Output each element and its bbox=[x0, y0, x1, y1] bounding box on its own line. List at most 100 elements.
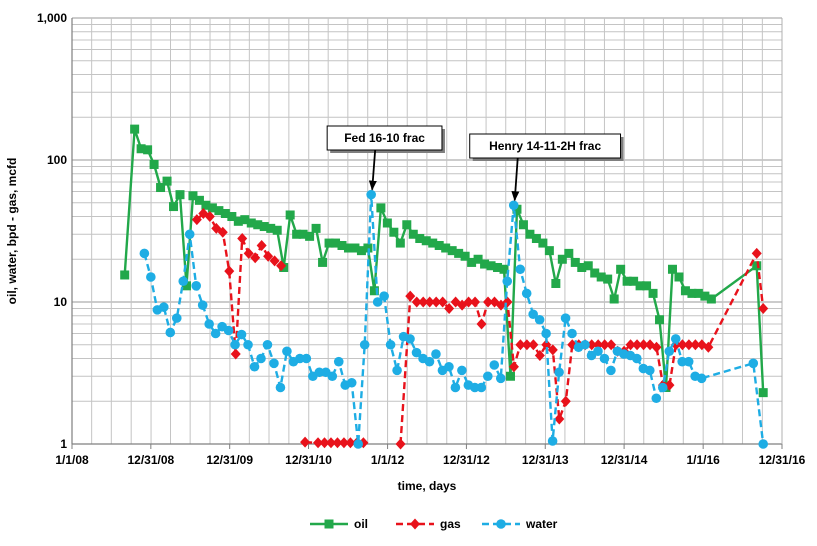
gas-marker bbox=[411, 296, 422, 308]
oil-marker bbox=[460, 251, 470, 261]
oil-marker bbox=[680, 286, 690, 296]
oil-marker bbox=[493, 262, 503, 272]
oil-marker bbox=[156, 183, 166, 193]
oil-marker bbox=[642, 281, 652, 291]
gas-marker bbox=[437, 296, 448, 308]
oil-marker bbox=[292, 229, 302, 239]
water-marker bbox=[651, 393, 662, 404]
water-marker bbox=[483, 371, 493, 382]
oil-marker bbox=[674, 272, 684, 282]
oil-marker bbox=[447, 246, 457, 256]
gas-marker bbox=[703, 341, 714, 353]
oil-marker bbox=[570, 257, 580, 267]
gas-marker bbox=[515, 339, 526, 351]
oil-marker bbox=[259, 222, 269, 232]
legend-label: water bbox=[525, 517, 558, 531]
gas-marker bbox=[338, 437, 349, 449]
water-marker bbox=[385, 339, 396, 350]
oil-marker bbox=[331, 238, 341, 248]
annotation-label: Henry 14-11-2H frac bbox=[489, 139, 601, 153]
oil-marker bbox=[311, 223, 321, 233]
oil-marker bbox=[240, 215, 250, 225]
water-marker bbox=[645, 365, 655, 376]
y-tick-label: 10 bbox=[54, 295, 68, 309]
legend-label: gas bbox=[440, 517, 461, 531]
water-marker bbox=[327, 371, 338, 382]
oil-marker bbox=[525, 229, 535, 239]
water-marker bbox=[528, 309, 538, 320]
gas-marker bbox=[204, 211, 215, 223]
oil-marker bbox=[531, 234, 541, 244]
x-tick-label: 12/31/14 bbox=[601, 453, 648, 467]
oil-marker bbox=[603, 274, 613, 284]
legend-swatch-marker bbox=[410, 518, 420, 530]
water-marker bbox=[249, 361, 260, 372]
oil-marker bbox=[214, 206, 224, 216]
oil-marker bbox=[389, 227, 399, 237]
oil-marker bbox=[130, 124, 140, 134]
oil-marker bbox=[120, 270, 130, 280]
gas-marker bbox=[332, 437, 343, 449]
series-water bbox=[139, 189, 769, 449]
water-marker bbox=[146, 272, 156, 282]
oil-marker bbox=[609, 294, 619, 304]
water-marker bbox=[599, 353, 610, 364]
oil-marker bbox=[687, 288, 697, 298]
water-marker bbox=[534, 314, 545, 325]
gas-marker bbox=[263, 250, 274, 262]
water-marker bbox=[683, 356, 694, 367]
series-gas bbox=[191, 207, 769, 450]
water-marker bbox=[282, 346, 292, 357]
oil-marker bbox=[253, 220, 263, 230]
oil-marker bbox=[162, 176, 172, 186]
water-marker bbox=[223, 325, 234, 336]
legend-swatch-marker bbox=[324, 519, 334, 529]
gas-marker bbox=[217, 226, 228, 238]
oil-marker bbox=[421, 236, 431, 246]
oil-marker bbox=[220, 208, 230, 218]
oil-marker bbox=[402, 220, 412, 230]
oil-marker bbox=[706, 294, 716, 304]
x-tick-label: 12/31/13 bbox=[522, 453, 569, 467]
x-tick-label: 1/1/08 bbox=[55, 453, 89, 467]
gas-marker bbox=[191, 214, 202, 226]
x-tick-label: 12/31/16 bbox=[759, 453, 806, 467]
y-tick-label: 1 bbox=[60, 437, 67, 451]
water-marker bbox=[346, 377, 357, 388]
water-marker bbox=[748, 358, 759, 369]
annotation-arrow bbox=[368, 149, 377, 191]
gas-marker bbox=[476, 318, 487, 330]
oil-marker bbox=[538, 238, 548, 248]
oil-marker bbox=[648, 288, 658, 298]
gas-marker bbox=[638, 339, 649, 351]
annotations-group: Fed 16-10 frac Henry 14-11-2H frac bbox=[326, 125, 624, 202]
water-marker bbox=[243, 339, 253, 350]
oil-marker bbox=[246, 218, 256, 228]
gas-marker bbox=[599, 339, 610, 351]
annotation-box bbox=[469, 133, 622, 159]
oil-marker bbox=[577, 262, 587, 272]
series-oil bbox=[120, 124, 768, 398]
water-marker bbox=[632, 353, 642, 364]
oil-marker bbox=[395, 238, 405, 248]
oil-marker bbox=[454, 248, 464, 258]
oil-marker bbox=[505, 371, 515, 381]
water-marker bbox=[450, 382, 461, 393]
annotation-box bbox=[326, 125, 443, 151]
gas-marker bbox=[345, 437, 356, 449]
oil-marker bbox=[356, 246, 366, 256]
gas-marker bbox=[483, 296, 494, 308]
water-marker bbox=[606, 365, 616, 376]
legend-label: oil bbox=[354, 517, 368, 531]
water-marker bbox=[657, 382, 668, 393]
gas-marker bbox=[528, 339, 539, 351]
legend-swatch-marker bbox=[496, 519, 506, 529]
oil-marker bbox=[629, 276, 639, 286]
oil-marker bbox=[227, 212, 237, 222]
gas-marker bbox=[547, 344, 558, 356]
water-marker bbox=[405, 334, 415, 344]
gas-marker bbox=[256, 239, 267, 251]
oil-marker bbox=[551, 278, 561, 288]
gas-marker bbox=[243, 247, 254, 259]
